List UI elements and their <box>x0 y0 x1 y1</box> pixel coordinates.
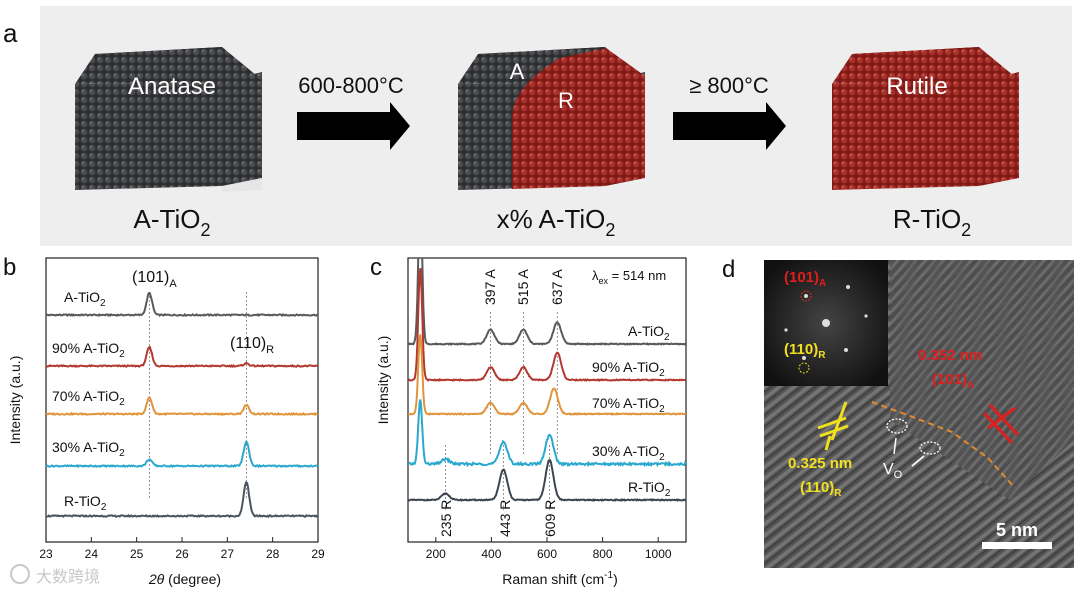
fft-101A-label: (101)A <box>784 269 826 289</box>
raman-tick-label: 1000 <box>645 547 672 561</box>
raman-trace-label: A-TiO2 <box>628 323 670 343</box>
raman-series-line <box>408 459 686 503</box>
xrd-tick-label: 23 <box>39 547 53 561</box>
xrd-x-axis-label: 2θ (degree) <box>148 571 221 587</box>
xrd-y-axis-label: Intensity (a.u.) <box>7 356 23 445</box>
xrd-series-line <box>45 396 319 417</box>
raman-peak-label: 637 A <box>549 269 565 305</box>
anatase-plane-label: (101)A <box>932 371 974 391</box>
raman-peak-labels: 397 A 515 A 637 A 235 R 443 R 609 R <box>438 269 565 537</box>
xrd-tick-label: 25 <box>130 547 144 561</box>
anatase-label: Anatase <box>128 73 216 100</box>
rutile-label: Rutile <box>886 73 947 100</box>
arrow-icon <box>911 455 925 467</box>
xrd-trace-label: A-TiO2 <box>64 289 106 309</box>
xrd-tick-label: 27 <box>221 547 235 561</box>
hrtem-image <box>764 260 1074 568</box>
raman-tick-label: 800 <box>593 547 613 561</box>
raman-peak-label: 609 R <box>542 500 558 537</box>
raman-peak-label: 235 R <box>438 500 454 537</box>
xrd-tick-label: 24 <box>85 547 99 561</box>
phase-boundary <box>871 401 1016 489</box>
raman-series-line <box>408 258 686 346</box>
mixed-cube <box>458 47 645 190</box>
raman-x-axis-label: Raman shift (cm-1) <box>502 570 618 587</box>
xrd-trace-label: 70% A-TiO2 <box>52 388 125 408</box>
raman-trace-label: R-TiO2 <box>628 479 671 499</box>
panel-b-letter: b <box>3 254 16 281</box>
vacancy-circle <box>886 418 908 434</box>
xrd-series-line <box>45 291 319 318</box>
anatase-cube <box>75 47 262 192</box>
rutile-plane-label: (110)R <box>800 479 842 499</box>
d-spacing-rutile: 0.325 nm <box>788 455 852 472</box>
watermark-text: 大数跨境 <box>36 567 100 586</box>
raman-trace-labels: A-TiO2 90% A-TiO2 70% A-TiO2 30% A-TiO2 … <box>592 323 671 499</box>
rutile-spacing-marker <box>817 401 849 451</box>
mixed-a-label: A <box>510 59 525 84</box>
xrd-tick-label: 28 <box>266 547 280 561</box>
xrd-reference-lines <box>148 292 247 500</box>
raman-x-ticks: 200 400 600 800 1000 <box>426 537 672 561</box>
raman-trace-label: 90% A-TiO2 <box>592 359 665 379</box>
raman-peak-label: 443 R <box>497 500 513 537</box>
arrow2-label: ≥ 800°C <box>689 73 769 98</box>
raman-tick-label: 600 <box>537 547 557 561</box>
raman-y-axis-label: Intensity (a.u.) <box>375 336 391 425</box>
xrd-peak-101A-label: (101)A <box>132 269 177 290</box>
raman-excitation-label: λex = 514 nm <box>592 268 666 286</box>
vacancy-label: VO <box>883 461 903 481</box>
raman-trace-label: 30% A-TiO2 <box>592 443 665 463</box>
xrd-traces <box>45 291 319 519</box>
raman-peak-label: 397 A <box>482 269 498 305</box>
panel-c: c 200 400 600 800 1000 Intensity (a.u.) Rama… <box>370 254 687 587</box>
arrow-icon <box>893 437 897 455</box>
caption-mixed: x% A-TiO2 <box>497 204 616 240</box>
raman-peak-label: 515 A <box>515 269 531 305</box>
xrd-trace-label: 90% A-TiO2 <box>52 340 125 360</box>
vacancy-circle <box>919 441 941 455</box>
xrd-peak-110R-label: (110)R <box>230 335 274 356</box>
watermark: 大数跨境 <box>10 564 100 586</box>
xrd-trace-labels: A-TiO2 90% A-TiO2 70% A-TiO2 30% A-TiO2 … <box>52 289 125 513</box>
mixed-r-label: R <box>558 88 574 113</box>
raman-series-line <box>408 268 686 382</box>
raman-traces <box>408 258 686 503</box>
xrd-tick-label: 29 <box>311 547 325 561</box>
xrd-trace-label: 30% A-TiO2 <box>52 439 125 459</box>
xrd-series-line <box>45 481 319 519</box>
scale-bar <box>982 542 1052 549</box>
panel-b: b 23 24 25 26 27 28 29 Intensity (a.u.) 2θ (de… <box>3 254 325 587</box>
caption-rutile: R-TiO2 <box>893 204 971 240</box>
xrd-tick-label: 26 <box>175 547 189 561</box>
d-spacing-anatase: 0.352 nm <box>918 347 982 364</box>
raman-tick-label: 200 <box>426 547 446 561</box>
xrd-series-line <box>46 345 319 369</box>
raman-reference-lines <box>445 312 558 510</box>
panel-d-letter: d <box>722 256 735 283</box>
panel-d: d (101)A (110)R 0.352 nm (101)A 0.325 <box>722 256 1074 568</box>
panel-c-letter: c <box>370 254 382 281</box>
panel-a-letter: a <box>3 18 18 48</box>
raman-tick-label: 400 <box>481 547 501 561</box>
panel-a: a Anatase 600-800°C A R ≥ 800°C <box>3 6 1072 246</box>
xrd-trace-label: R-TiO2 <box>64 493 107 513</box>
scale-bar-label: 5 nm <box>996 520 1038 540</box>
xrd-series-line <box>45 440 319 469</box>
arrow-right-icon <box>297 102 410 150</box>
raman-series-line <box>408 399 686 468</box>
rutile-cube <box>832 47 1019 190</box>
arrow-right-icon <box>673 102 786 150</box>
caption-anatase: A-TiO2 <box>134 204 211 240</box>
anatase-spacing-marker <box>982 403 1020 445</box>
raman-trace-label: 70% A-TiO2 <box>592 395 665 415</box>
fft-110R-label: (110)R <box>784 341 826 361</box>
raman-series-line <box>408 334 686 417</box>
arrow1-label: 600-800°C <box>298 73 404 98</box>
xrd-x-ticks: 23 24 25 26 27 28 29 <box>39 537 325 561</box>
